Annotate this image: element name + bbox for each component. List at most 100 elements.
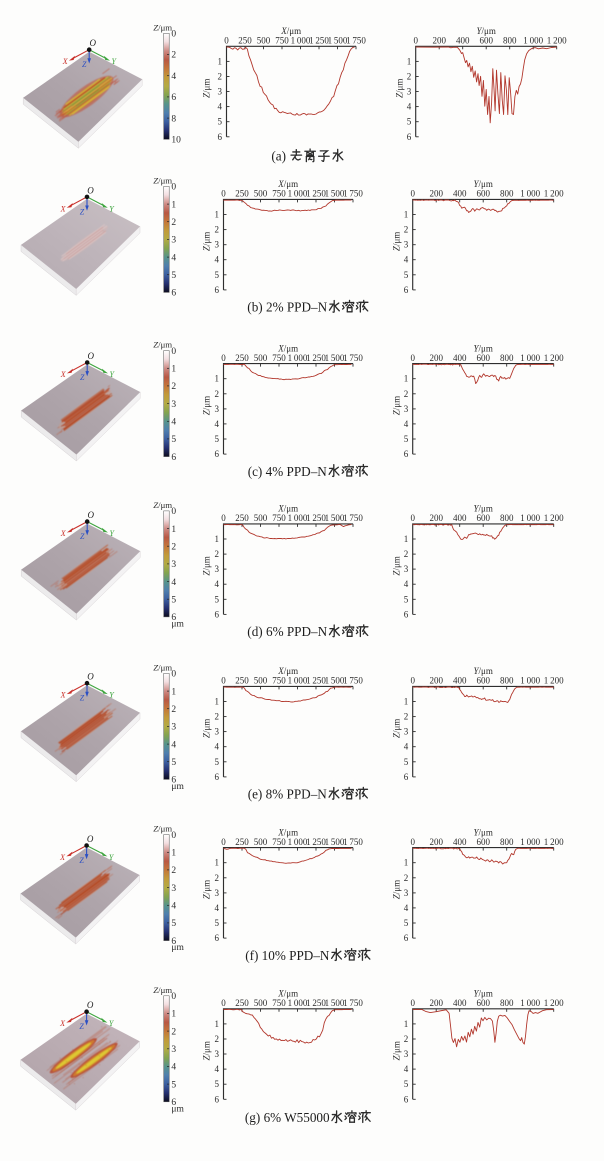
svg-text:4: 4 bbox=[215, 255, 220, 265]
svg-text:1 200: 1 200 bbox=[544, 676, 564, 686]
svg-text:1: 1 bbox=[171, 687, 176, 697]
svg-text:1 500: 1 500 bbox=[325, 353, 345, 363]
svg-text:Z/μm: Z/μm bbox=[392, 719, 402, 738]
svg-text:1 000: 1 000 bbox=[520, 998, 540, 1008]
svg-text:0: 0 bbox=[171, 831, 176, 841]
svg-text:3: 3 bbox=[404, 240, 409, 250]
svg-text:Z/μm: Z/μm bbox=[395, 79, 405, 98]
svg-text:1 200: 1 200 bbox=[544, 837, 564, 847]
svg-text:Z/μm: Z/μm bbox=[392, 556, 402, 575]
svg-text:2: 2 bbox=[215, 389, 220, 399]
svg-text:1: 1 bbox=[215, 534, 220, 544]
svg-text:200: 200 bbox=[429, 353, 443, 363]
svg-text:3: 3 bbox=[404, 888, 409, 898]
svg-text:Z/μm: Z/μm bbox=[392, 1041, 402, 1060]
svg-text:2: 2 bbox=[407, 72, 412, 82]
svg-text:4: 4 bbox=[404, 255, 409, 265]
svg-text:Z/μm: Z/μm bbox=[202, 232, 212, 251]
svg-text:0: 0 bbox=[221, 676, 226, 686]
svg-text:600: 600 bbox=[476, 998, 490, 1008]
svg-text:3: 3 bbox=[404, 404, 409, 414]
svg-text:400: 400 bbox=[453, 837, 467, 847]
svg-text:μm: μm bbox=[171, 1104, 184, 1114]
svg-text:1 500: 1 500 bbox=[325, 998, 345, 1008]
svg-text:3: 3 bbox=[404, 1049, 409, 1059]
svg-text:(b) 2% PPD–N: (b) 2% PPD–N bbox=[247, 300, 327, 315]
svg-text:Z/μm: Z/μm bbox=[153, 824, 172, 834]
svg-text:1: 1 bbox=[404, 374, 409, 384]
svg-text:2: 2 bbox=[404, 549, 409, 559]
svg-text:800: 800 bbox=[500, 998, 514, 1008]
svg-text:5: 5 bbox=[404, 594, 409, 604]
svg-text:1 250: 1 250 bbox=[306, 189, 326, 199]
svg-text:3: 3 bbox=[215, 564, 220, 574]
svg-text:1 200: 1 200 bbox=[544, 998, 564, 1008]
svg-text:800: 800 bbox=[500, 189, 514, 199]
svg-text:4: 4 bbox=[215, 903, 220, 913]
svg-text:500: 500 bbox=[254, 676, 268, 686]
svg-text:1: 1 bbox=[215, 374, 220, 384]
svg-text:2: 2 bbox=[171, 51, 176, 61]
svg-text:400: 400 bbox=[456, 36, 470, 46]
svg-text:1: 1 bbox=[404, 858, 409, 868]
svg-text:5: 5 bbox=[215, 434, 220, 444]
svg-text:Z/μm: Z/μm bbox=[153, 662, 172, 672]
svg-text:750: 750 bbox=[272, 353, 286, 363]
svg-text:0: 0 bbox=[221, 189, 226, 199]
svg-text:6: 6 bbox=[215, 772, 220, 782]
svg-text:4: 4 bbox=[171, 578, 176, 588]
svg-text:6: 6 bbox=[404, 1094, 409, 1104]
svg-text:1 250: 1 250 bbox=[306, 998, 326, 1008]
svg-text:1 000: 1 000 bbox=[520, 513, 540, 523]
svg-text:6: 6 bbox=[215, 285, 220, 295]
svg-text:250: 250 bbox=[235, 676, 249, 686]
svg-text:600: 600 bbox=[479, 36, 493, 46]
svg-text:3: 3 bbox=[407, 87, 412, 97]
svg-text:1: 1 bbox=[171, 525, 176, 535]
svg-text:5: 5 bbox=[215, 1079, 220, 1089]
svg-text:4: 4 bbox=[171, 253, 176, 263]
svg-text:1 500: 1 500 bbox=[325, 837, 345, 847]
svg-text:Z: Z bbox=[80, 532, 85, 541]
svg-text:3: 3 bbox=[218, 87, 223, 97]
svg-text:0: 0 bbox=[410, 837, 415, 847]
svg-text:4: 4 bbox=[404, 903, 409, 913]
svg-text:3: 3 bbox=[404, 727, 409, 737]
svg-text:3: 3 bbox=[171, 884, 176, 894]
svg-text:3: 3 bbox=[171, 723, 176, 733]
svg-text:250: 250 bbox=[238, 36, 252, 46]
svg-text:1: 1 bbox=[215, 1019, 220, 1029]
svg-text:6: 6 bbox=[215, 609, 220, 619]
svg-text:1: 1 bbox=[171, 1010, 176, 1020]
svg-text:1: 1 bbox=[215, 858, 220, 868]
svg-text:μm: μm bbox=[171, 782, 184, 792]
svg-text:5: 5 bbox=[404, 1079, 409, 1089]
svg-text:0: 0 bbox=[171, 183, 176, 193]
svg-text:800: 800 bbox=[503, 36, 517, 46]
svg-text:200: 200 bbox=[429, 837, 443, 847]
svg-text:4: 4 bbox=[171, 740, 176, 750]
svg-text:1 000: 1 000 bbox=[520, 837, 540, 847]
svg-text:1 750: 1 750 bbox=[343, 676, 363, 686]
svg-text:X/μm: X/μm bbox=[277, 179, 298, 189]
svg-text:4: 4 bbox=[404, 1064, 409, 1074]
svg-text:0: 0 bbox=[221, 513, 226, 523]
svg-text:6: 6 bbox=[171, 289, 176, 299]
svg-text:1 000: 1 000 bbox=[288, 189, 308, 199]
svg-text:X/μm: X/μm bbox=[280, 26, 301, 36]
svg-text:1 250: 1 250 bbox=[306, 513, 326, 523]
svg-text:600: 600 bbox=[476, 837, 490, 847]
svg-text:5: 5 bbox=[215, 594, 220, 604]
svg-text:6: 6 bbox=[404, 933, 409, 943]
svg-text:250: 250 bbox=[235, 189, 249, 199]
svg-text:0: 0 bbox=[410, 189, 415, 199]
svg-text:Y/μm: Y/μm bbox=[474, 343, 493, 353]
svg-text:Y/μm: Y/μm bbox=[474, 827, 493, 837]
svg-text:500: 500 bbox=[254, 998, 268, 1008]
svg-text:O: O bbox=[87, 185, 94, 195]
svg-text:2: 2 bbox=[171, 382, 176, 392]
svg-text:200: 200 bbox=[429, 676, 443, 686]
svg-text:500: 500 bbox=[254, 837, 268, 847]
svg-text:400: 400 bbox=[453, 676, 467, 686]
svg-text:Z/μm: Z/μm bbox=[392, 232, 402, 251]
